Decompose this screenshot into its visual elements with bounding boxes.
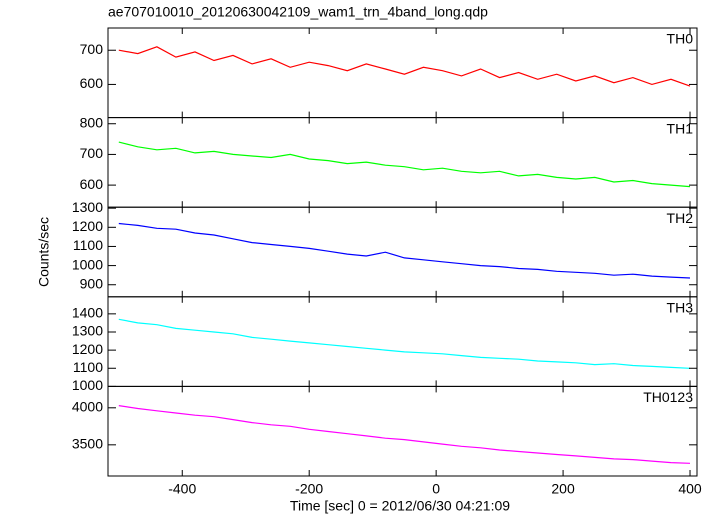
series-label: TH3 bbox=[667, 300, 694, 316]
series-label: TH2 bbox=[667, 210, 694, 226]
y-tick-label: 1100 bbox=[73, 359, 103, 375]
y-tick-label: 800 bbox=[80, 114, 104, 130]
x-tick-label: 200 bbox=[551, 481, 575, 497]
x-tick-label: -200 bbox=[295, 481, 323, 497]
y-tick-label: 1200 bbox=[72, 341, 103, 357]
data-line bbox=[118, 405, 691, 464]
panel-frame bbox=[107, 27, 698, 119]
panel-frame bbox=[107, 206, 698, 298]
data-line bbox=[118, 141, 691, 188]
y-tick-label: 3500 bbox=[72, 436, 103, 452]
y-tick-label: 900 bbox=[80, 275, 104, 291]
panel-frame bbox=[107, 296, 698, 387]
panel-frame bbox=[107, 117, 698, 208]
x-axis-label: Time [sec] 0 = 2012/06/30 04:21:09 bbox=[290, 498, 510, 514]
panel-frame bbox=[107, 385, 698, 477]
series-label: TH1 bbox=[667, 120, 694, 136]
y-tick-label: 700 bbox=[80, 145, 104, 161]
y-tick-label: 1300 bbox=[72, 323, 103, 339]
series-label: TH0 bbox=[667, 31, 694, 47]
y-tick-label: 1100 bbox=[73, 237, 103, 253]
series-label: TH0123 bbox=[643, 389, 693, 405]
data-line bbox=[118, 318, 691, 369]
y-axis-label: Counts/sec bbox=[36, 217, 52, 287]
chart-title: ae707010010_20120630042109_wam1_trn_4ban… bbox=[108, 4, 488, 20]
y-tick-label: 700 bbox=[80, 41, 104, 57]
y-tick-label: 600 bbox=[80, 176, 104, 192]
x-tick-label: 0 bbox=[432, 481, 440, 497]
y-tick-label: 600 bbox=[80, 75, 104, 91]
y-tick-label: 1200 bbox=[72, 218, 103, 234]
y-tick-label: 1400 bbox=[72, 305, 103, 321]
data-line bbox=[118, 46, 691, 87]
y-tick-label: 1000 bbox=[72, 256, 103, 272]
y-tick-label: 1300 bbox=[72, 199, 103, 215]
x-tick-label: -400 bbox=[168, 481, 196, 497]
x-tick-label: 400 bbox=[678, 481, 702, 497]
y-tick-label: 1000 bbox=[72, 377, 103, 393]
y-tick-label: 4000 bbox=[72, 399, 103, 415]
data-line bbox=[118, 222, 691, 279]
